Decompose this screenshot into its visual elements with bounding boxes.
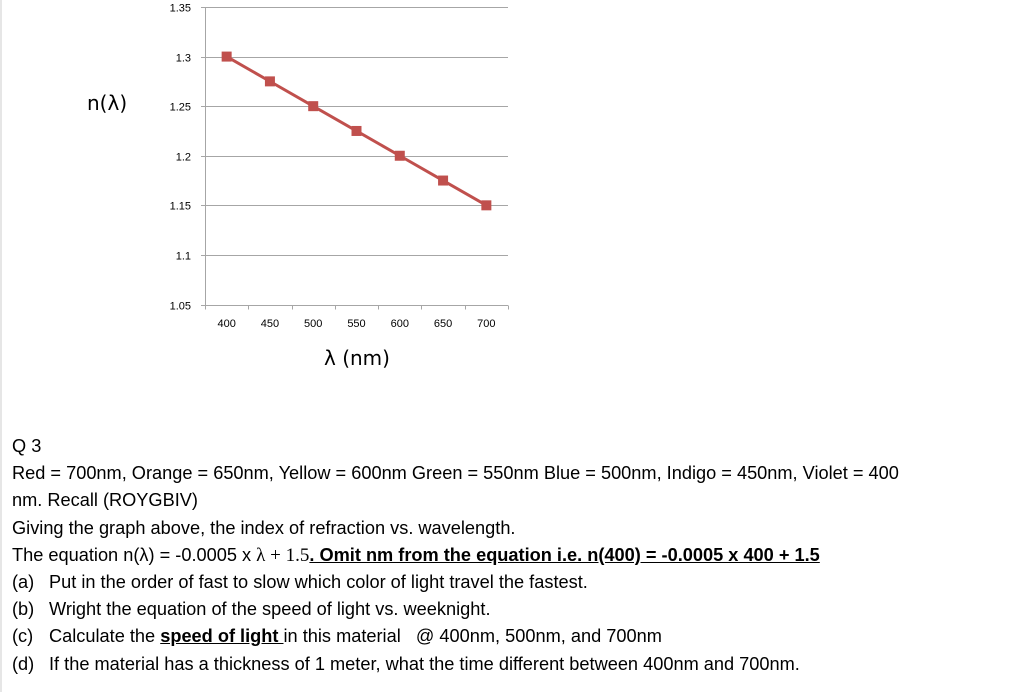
sub-question-text-post: in this material @ 400nm, 500nm, and 700…: [283, 626, 662, 647]
data-point-marker: [308, 101, 319, 112]
equation-math: λ + 1.5: [256, 544, 310, 566]
sub-question-marker: (c): [12, 626, 34, 647]
sub-question-text: If the material has a thickness of 1 met…: [49, 653, 800, 674]
refraction-chart: 1.35 1.3 1.25 1.2 1.15 1.1 1.05 400 450 500 550 600…: [0, 0, 530, 390]
sub-question-b: (b) Wright the equation of the speed of …: [12, 596, 1022, 623]
speed-of-light-emphasis: speed of light: [160, 626, 284, 647]
sub-question-text: Calculate the speed of light in this mat…: [49, 623, 662, 650]
equation-prefix: The equation n(λ) = -0.0005 x: [12, 544, 257, 565]
roygbiv-recall: nm. Recall (ROYGBIV): [12, 490, 198, 511]
color-wavelengths-line: Red = 700nm, Orange = 650nm, Yellow = 60…: [12, 463, 899, 484]
chart-plot-area: 1.35 1.3 1.25 1.2 1.15 1.1 1.05 400 450 500 550 600…: [170, 3, 509, 330]
question-block: Q 3 Red = 700nm, Orange = 650nm, Yellow …: [12, 433, 1022, 678]
y-tick-label: 1.25: [170, 102, 191, 114]
data-point-marker: [481, 200, 492, 211]
x-tick-label: 700: [477, 318, 495, 330]
data-point-marker: [351, 125, 362, 136]
x-axis-title: λ (nm): [324, 346, 390, 370]
x-tick-label: 450: [261, 318, 279, 330]
sub-question-a: (a) Put in the order of fast to slow whi…: [12, 569, 1022, 596]
equation-note: . Omit nm from the equation i.e. n(400) …: [309, 544, 820, 565]
sub-question-c: (c) Calculate the speed of light in this…: [12, 623, 1022, 650]
sub-question-text: Put in the order of fast to slow which c…: [49, 572, 588, 593]
data-point-marker: [264, 76, 275, 87]
x-tick-label: 550: [347, 318, 365, 330]
sub-question-d: (d) If the material has a thickness of 1…: [12, 651, 1022, 678]
y-axis-title: n(λ): [87, 91, 128, 115]
y-tick-label: 1.3: [176, 53, 191, 65]
sub-question-marker: (d): [12, 653, 35, 674]
y-tick-label: 1.1: [176, 251, 191, 263]
page-left-border: [0, 0, 2, 692]
x-tick-label: 650: [434, 318, 452, 330]
sub-question-text: Wright the equation of the speed of ligh…: [49, 599, 491, 620]
sub-question-marker: (b): [12, 599, 35, 620]
x-tick-label: 400: [217, 318, 235, 330]
data-point-marker: [394, 150, 405, 161]
question-number: Q 3: [12, 436, 42, 456]
data-point-marker: [221, 51, 232, 62]
data-point-marker: [438, 175, 449, 186]
sub-question-marker: (a): [12, 572, 35, 593]
y-tick-label: 1.35: [170, 3, 191, 15]
y-tick-label: 1.2: [176, 152, 191, 164]
equation-line: The equation n(λ) = -0.0005 x λ + 1.5. O…: [12, 542, 1022, 569]
y-tick-label: 1.15: [170, 201, 191, 213]
sub-question-text-pre: Calculate the: [49, 626, 161, 647]
question-intro: Giving the graph above, the index of ref…: [12, 517, 516, 538]
y-tick-label: 1.05: [170, 301, 191, 313]
x-tick-label: 500: [304, 318, 322, 330]
x-tick-label: 600: [391, 318, 409, 330]
